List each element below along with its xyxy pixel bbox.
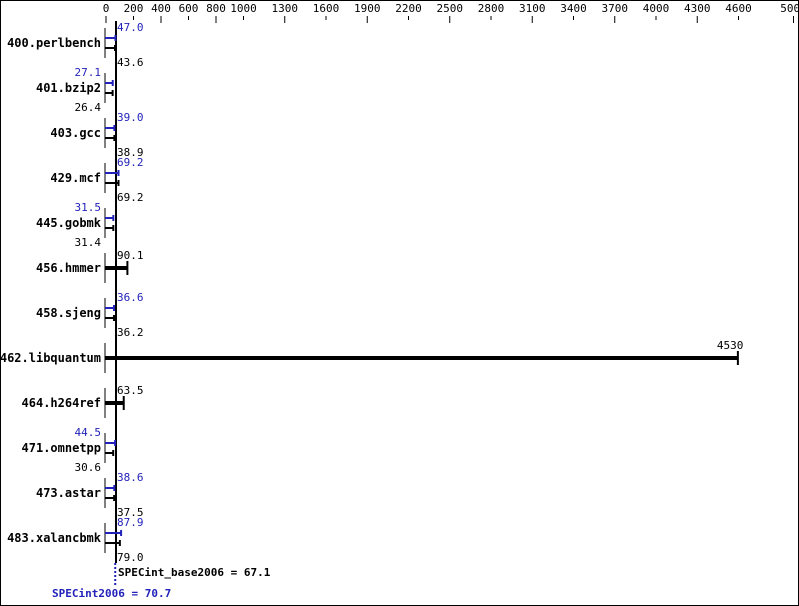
x-tick-label: 4600 <box>725 2 752 15</box>
category-label: 462.libquantum <box>1 351 101 365</box>
x-tick-label: 200 <box>124 2 144 15</box>
peak-value-label: 38.6 <box>117 471 144 484</box>
x-tick-label: 0 <box>103 2 110 15</box>
x-tick-label: 800 <box>206 2 226 15</box>
base-value-label: 30.6 <box>75 461 102 474</box>
base-summary-label: SPECint_base2006 = 67.1 <box>118 566 271 579</box>
peak-value-label: 31.5 <box>75 201 102 214</box>
category-label: 400.perlbench <box>7 36 101 50</box>
x-tick-label: 2500 <box>437 2 464 15</box>
x-tick-label: 4000 <box>643 2 670 15</box>
x-tick-label: 600 <box>179 2 199 15</box>
base-value-label: 37.5 <box>117 506 144 519</box>
x-tick-label: 3700 <box>602 2 629 15</box>
category-label: 445.gobmk <box>36 216 102 230</box>
x-tick-label: 2800 <box>478 2 505 15</box>
category-label: 456.hmmer <box>36 261 101 275</box>
peak-value-label: 47.0 <box>117 21 144 34</box>
peak-value-label: 27.1 <box>75 66 102 79</box>
category-label: 464.h264ref <box>22 396 101 410</box>
peak-value-label: 36.6 <box>117 291 144 304</box>
peak-value-label: 44.5 <box>75 426 102 439</box>
x-tick-label: 2200 <box>395 2 422 15</box>
base-value-label: 79.0 <box>117 551 144 564</box>
x-tick-label: 400 <box>151 2 171 15</box>
category-label: 458.sjeng <box>36 306 101 320</box>
category-label: 483.xalancbmk <box>7 531 102 545</box>
peak-summary-label: SPECint2006 = 70.7 <box>52 587 171 600</box>
category-label: 471.omnetpp <box>22 441 101 455</box>
category-label: 429.mcf <box>50 171 101 185</box>
base-value-label: 36.2 <box>117 326 144 339</box>
base-value-label: 90.1 <box>117 249 144 262</box>
peak-value-label: 87.9 <box>117 516 144 529</box>
category-label: 403.gcc <box>50 126 101 140</box>
base-value-label: 38.9 <box>117 146 144 159</box>
x-tick-label: 3400 <box>560 2 587 15</box>
peak-value-label: 39.0 <box>117 111 144 124</box>
base-value-label: 26.4 <box>75 101 102 114</box>
category-label: 473.astar <box>36 486 101 500</box>
base-value-label: 69.2 <box>117 191 144 204</box>
base-value-label: 4530 <box>717 339 744 352</box>
x-tick-label: 5000 <box>780 2 798 15</box>
x-tick-label: 3100 <box>519 2 546 15</box>
base-value-label: 43.6 <box>117 56 144 69</box>
x-tick-label: 1600 <box>313 2 340 15</box>
x-tick-label: 1900 <box>354 2 381 15</box>
peak-value-label: 69.2 <box>117 156 144 169</box>
category-label: 401.bzip2 <box>36 81 101 95</box>
x-tick-label: 1300 <box>272 2 299 15</box>
x-tick-label: 1000 <box>230 2 257 15</box>
base-value-label: 31.4 <box>75 236 102 249</box>
base-value-label: 63.5 <box>117 384 144 397</box>
x-tick-label: 4300 <box>684 2 711 15</box>
